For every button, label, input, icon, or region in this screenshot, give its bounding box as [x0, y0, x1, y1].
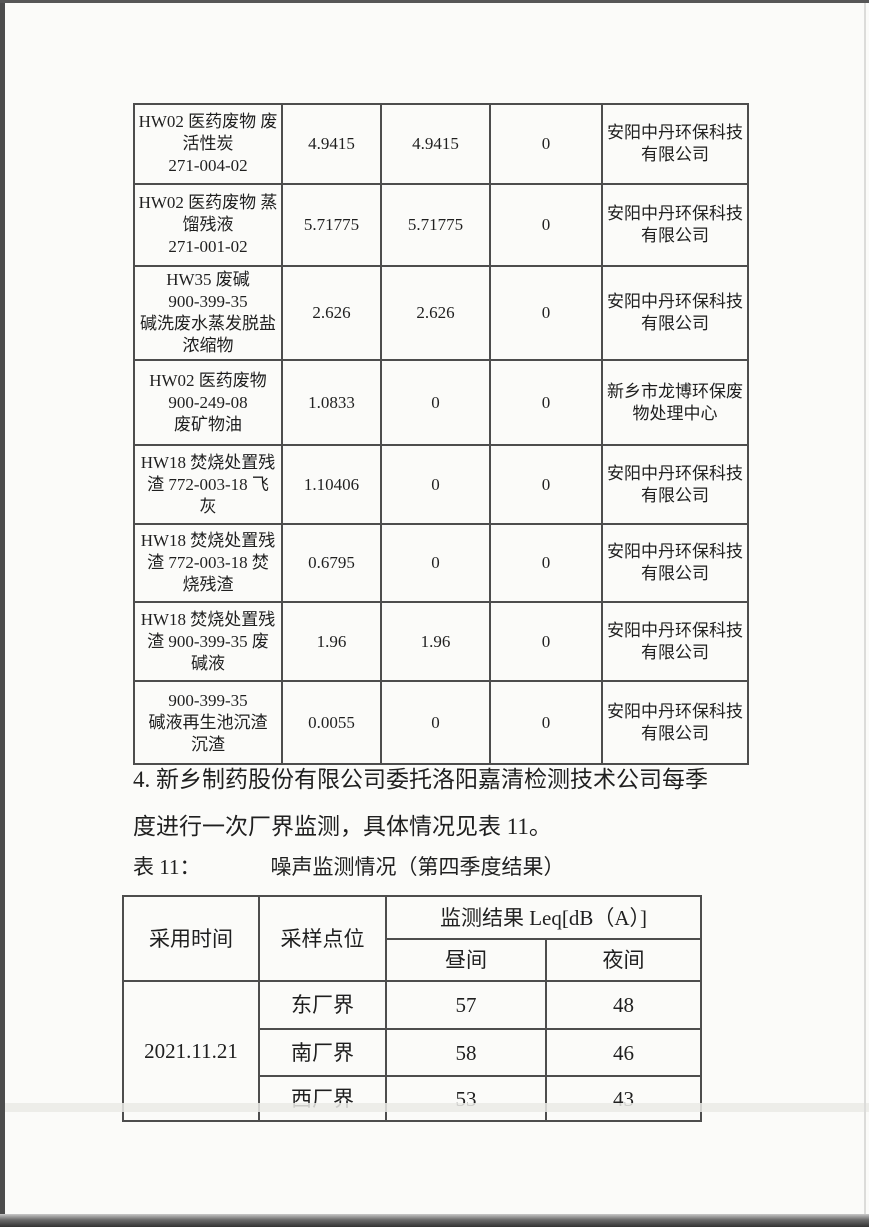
stored-amount-cell: 0: [489, 601, 603, 682]
daytime-value-cell: 57: [385, 980, 547, 1030]
disposal-company-cell: 安阳中丹环保科技 有限公司: [601, 523, 749, 603]
generated-amount-cell: 0.6795: [281, 523, 382, 603]
transferred-amount-cell: 5.71775: [380, 183, 491, 267]
sampling-point-cell: 西厂界: [258, 1075, 387, 1122]
table11-label: 表 11：: [133, 855, 201, 879]
waste-table-row: HW02 医药废物 废 活性炭 271-004-02 4.9415 4.9415…: [133, 103, 749, 185]
disposal-company-cell: 安阳中丹环保科技 有限公司: [601, 680, 749, 765]
stored-amount-cell: 0: [489, 183, 603, 267]
generated-amount-cell: 1.0833: [281, 359, 382, 446]
disposal-company-cell: 安阳中丹环保科技 有限公司: [601, 103, 749, 185]
table11-title: 噪声监测情况（第四季度结果）: [270, 855, 565, 879]
disposal-company-cell: 安阳中丹环保科技 有限公司: [601, 444, 749, 525]
transferred-amount-cell: 0: [380, 680, 491, 765]
stored-amount-cell: 0: [489, 359, 603, 446]
daytime-value-cell: 53: [385, 1075, 547, 1122]
waste-name-cell: HW02 医药废物 900-249-08 废矿物油: [133, 359, 283, 446]
waste-table-row: HW35 废碱 900-399-35 碱洗废水蒸发脱盐 浓缩物 2.626 2.…: [133, 265, 749, 361]
table11-caption: 表 11： 噪声监测情况（第四季度结果）: [133, 851, 564, 881]
hazardous-waste-table: HW02 医药废物 废 活性炭 271-004-02 4.9415 4.9415…: [133, 103, 749, 765]
sampling-date-cell: 2021.11.21: [122, 980, 260, 1122]
transferred-amount-cell: 4.9415: [380, 103, 491, 185]
scan-light-band-artifact: [0, 1103, 869, 1112]
waste-table-row: HW18 焚烧处置残 渣 772-003-18 飞 灰 1.10406 0 0 …: [133, 444, 749, 525]
stored-amount-cell: 0: [489, 103, 603, 185]
page-bottom-edge-shadow: [0, 1214, 869, 1227]
page-right-edge-line: [864, 0, 866, 1227]
disposal-company-cell: 安阳中丹环保科技 有限公司: [601, 265, 749, 361]
noise-table-subheader-row: 昼间 夜间: [123, 938, 702, 982]
waste-name-cell: HW18 焚烧处置残 渣 772-003-18 飞 灰: [133, 444, 283, 525]
daytime-header: 昼间: [385, 938, 547, 982]
noise-table-header-row: 采用时间 采样点位 监测结果 Leq[dB（A）]: [122, 895, 702, 982]
stored-amount-cell: 0: [489, 444, 603, 525]
generated-amount-cell: 2.626: [281, 265, 382, 361]
waste-name-cell: HW02 医药废物 废 活性炭 271-004-02: [133, 103, 283, 185]
stored-amount-cell: 0: [489, 523, 603, 603]
disposal-company-cell: 新乡市龙博环保废 物处理中心: [601, 359, 749, 446]
stored-amount-cell: 0: [489, 265, 603, 361]
monitoring-result-header: 监测结果 Leq[dB（A）]: [385, 895, 702, 940]
generated-amount-cell: 1.96: [281, 601, 382, 682]
sampling-point-cell: 东厂界: [258, 980, 387, 1030]
stored-amount-cell: 0: [489, 680, 603, 765]
transferred-amount-cell: 0: [380, 523, 491, 603]
waste-name-cell: HW18 焚烧处置残 渣 772-003-18 焚 烧残渣: [133, 523, 283, 603]
page-top-edge-shadow: [0, 0, 869, 3]
transferred-amount-cell: 2.626: [380, 265, 491, 361]
sampling-time-header: 采用时间: [122, 895, 260, 982]
waste-table-row: HW18 焚烧处置残 渣 772-003-18 焚 烧残渣 0.6795 0 0…: [133, 523, 749, 603]
waste-table-row: HW18 焚烧处置残 渣 900-399-35 废 碱液 1.96 1.96 0…: [133, 601, 749, 682]
waste-table-row: 900-399-35 碱液再生池沉渣 沉渣 0.0055 0 0 安阳中丹环保科…: [133, 680, 749, 765]
nighttime-value-cell: 48: [545, 980, 702, 1030]
generated-amount-cell: 1.10406: [281, 444, 382, 525]
waste-name-cell: HW02 医药废物 蒸 馏残液 271-001-02: [133, 183, 283, 267]
waste-name-cell: HW18 焚烧处置残 渣 900-399-35 废 碱液: [133, 601, 283, 682]
noise-monitoring-table: 采用时间 采样点位 监测结果 Leq[dB（A）] 昼间 夜间 2021.11.…: [122, 895, 702, 1122]
transferred-amount-cell: 0: [380, 359, 491, 446]
daytime-value-cell: 58: [385, 1028, 547, 1077]
waste-name-cell: 900-399-35 碱液再生池沉渣 沉渣: [133, 680, 283, 765]
nighttime-value-cell: 43: [545, 1075, 702, 1122]
generated-amount-cell: 4.9415: [281, 103, 382, 185]
waste-table-row: HW02 医药废物 蒸 馏残液 271-001-02 5.71775 5.717…: [133, 183, 749, 267]
waste-table-row: HW02 医药废物 900-249-08 废矿物油 1.0833 0 0 新乡市…: [133, 359, 749, 446]
disposal-company-cell: 安阳中丹环保科技 有限公司: [601, 183, 749, 267]
sampling-point-header: 采样点位: [258, 895, 387, 982]
generated-amount-cell: 5.71775: [281, 183, 382, 267]
nighttime-header: 夜间: [545, 938, 702, 982]
nighttime-value-cell: 46: [545, 1028, 702, 1077]
page-left-edge-shadow: [0, 0, 5, 1217]
disposal-company-cell: 安阳中丹环保科技 有限公司: [601, 601, 749, 682]
transferred-amount-cell: 0: [380, 444, 491, 525]
waste-name-cell: HW35 废碱 900-399-35 碱洗废水蒸发脱盐 浓缩物: [133, 265, 283, 361]
noise-table-row: 2021.11.21 东厂界 57 48: [122, 980, 702, 1122]
body-paragraph: 4. 新乡制药股份有限公司委托洛阳嘉清检测技术公司每季 度进行一次厂界监测，具体…: [133, 767, 708, 839]
generated-amount-cell: 0.0055: [281, 680, 382, 765]
sampling-point-cell: 南厂界: [258, 1028, 387, 1077]
transferred-amount-cell: 1.96: [380, 601, 491, 682]
noise-table-row: 南厂界 58 46: [123, 1028, 702, 1077]
